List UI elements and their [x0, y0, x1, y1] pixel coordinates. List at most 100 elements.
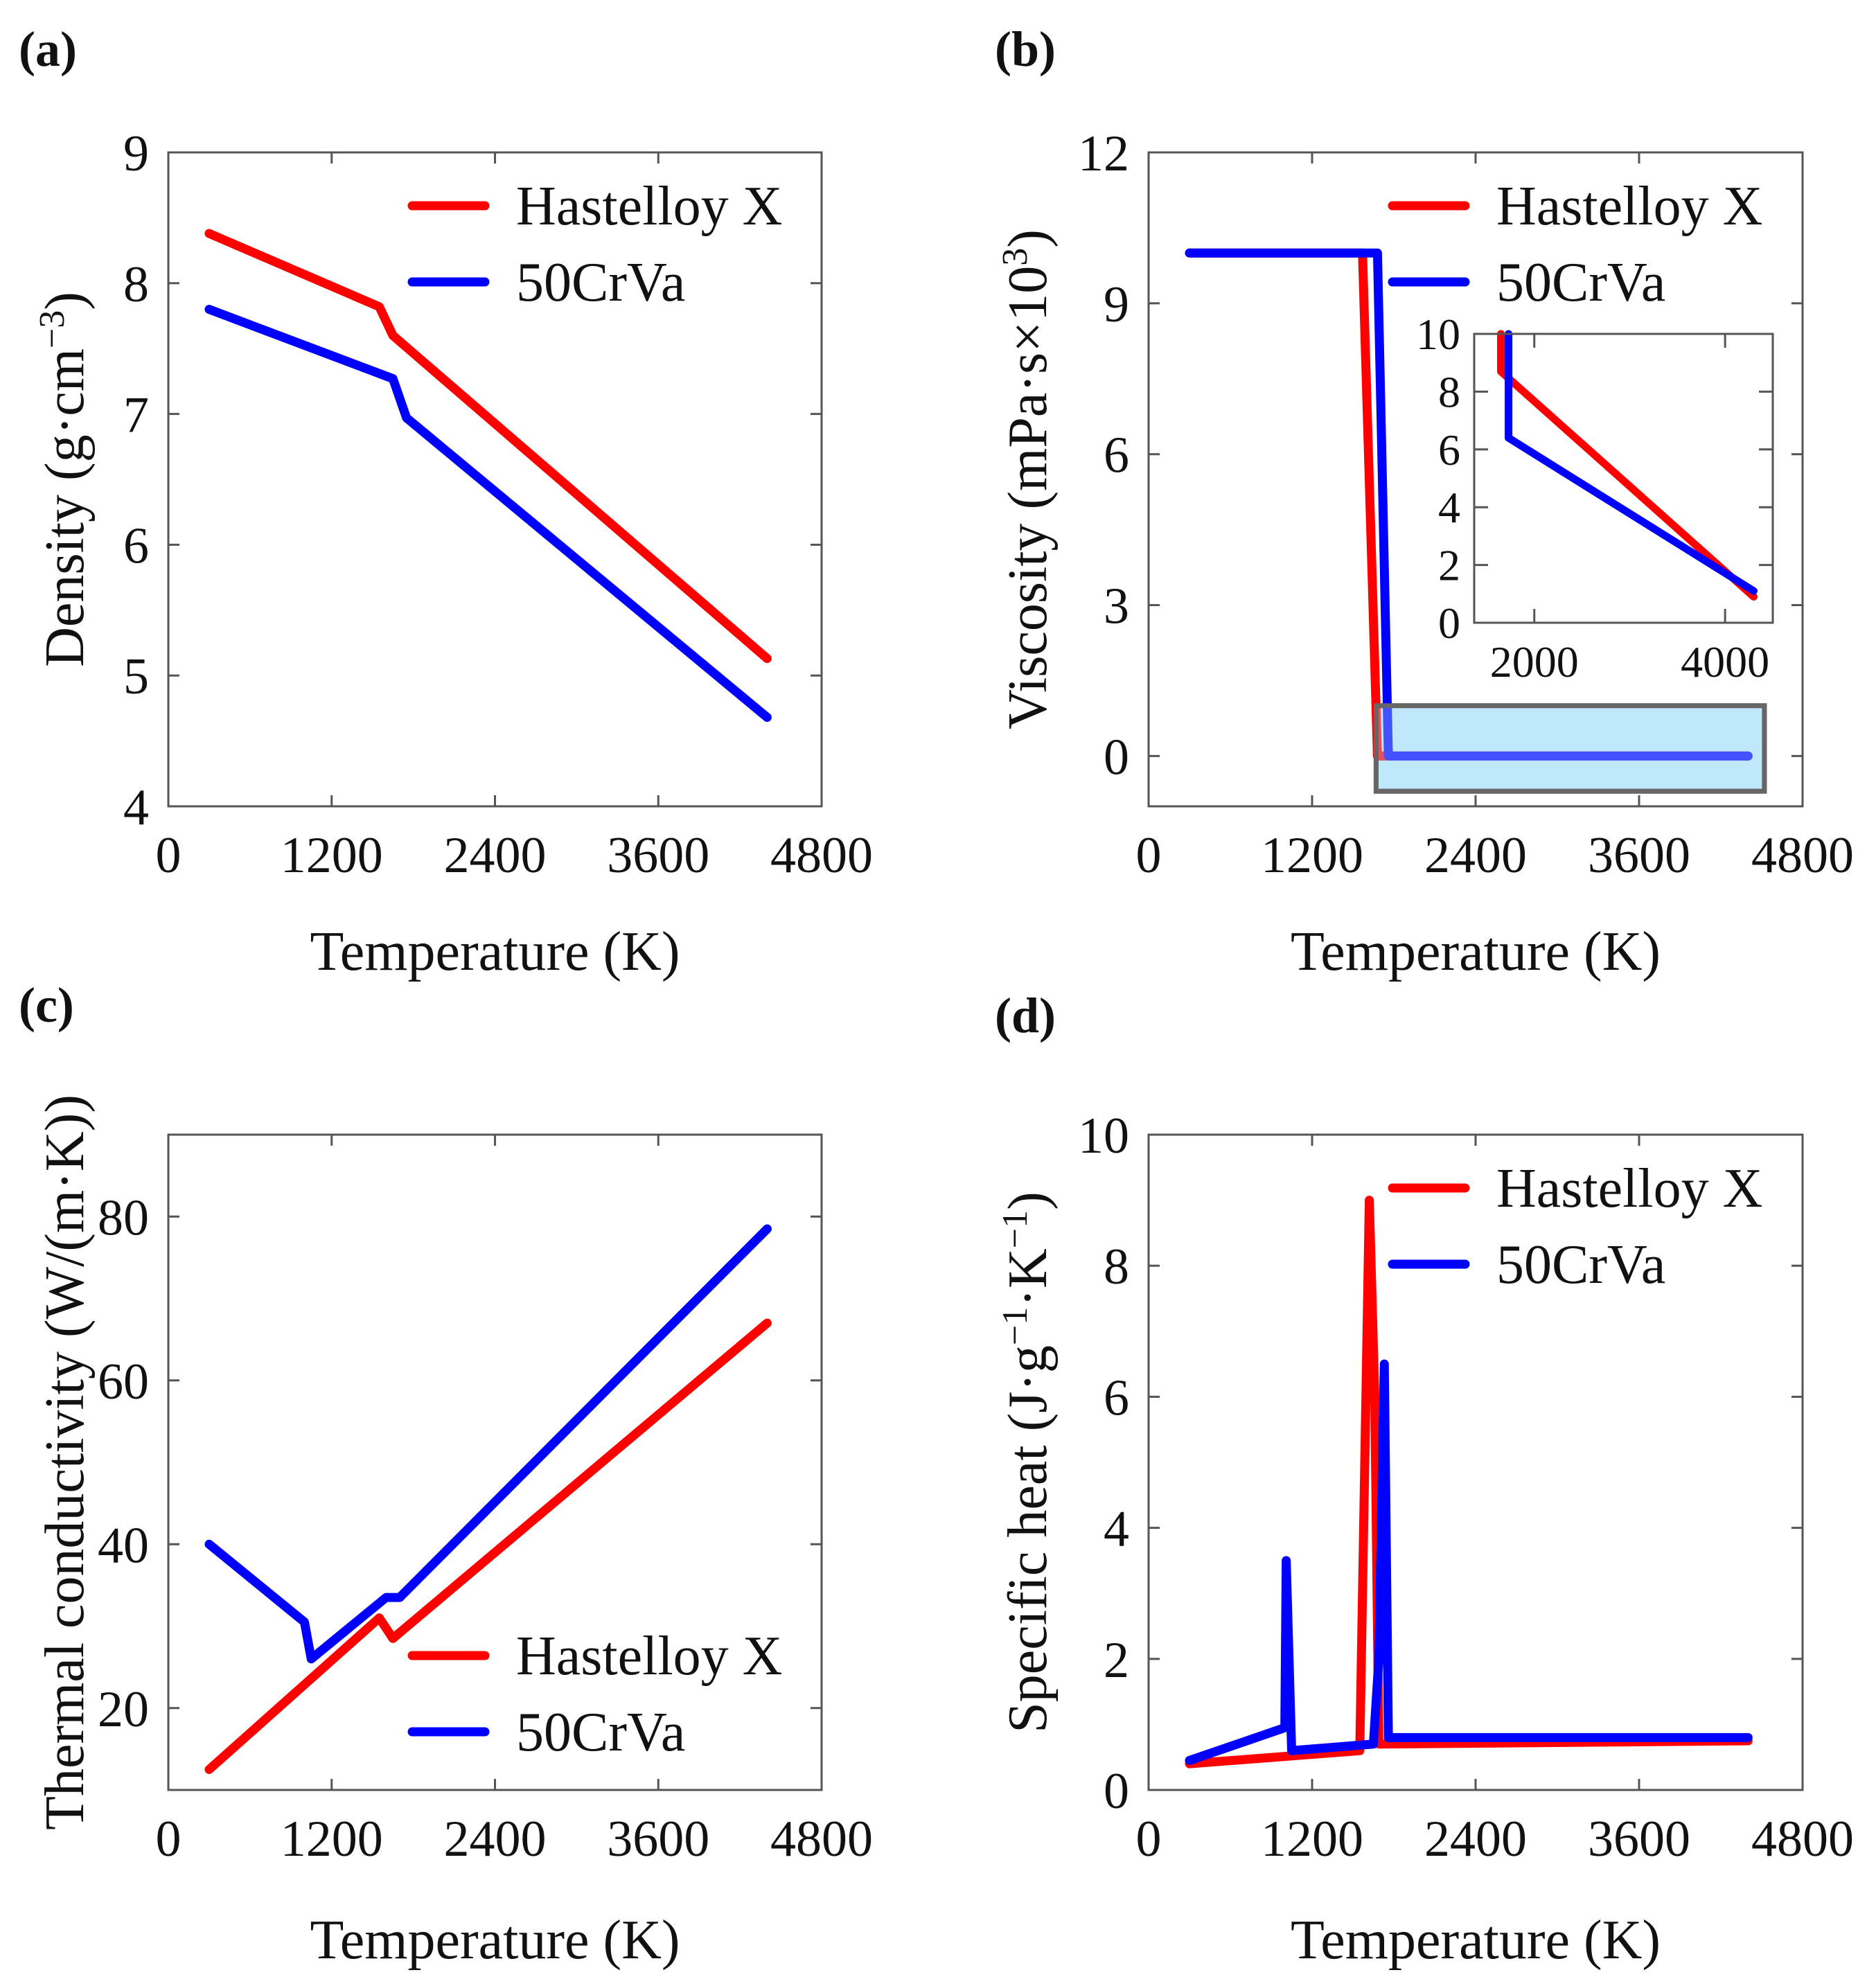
- inset-y-tick-label: 10: [1416, 310, 1460, 359]
- inset-series-line-50crva: [1505, 330, 1758, 595]
- x-tick-label: 4800: [1751, 1811, 1854, 1868]
- plot-frame: [1147, 1133, 1804, 1791]
- panel-label: (a): [19, 21, 77, 77]
- y-axis-label-text: ·K: [998, 1248, 1059, 1306]
- y-tick-label: 9: [1104, 276, 1129, 333]
- legend-label: 50CrVa: [516, 252, 685, 313]
- y-tick-label: 20: [98, 1681, 149, 1738]
- y-tick-label: 4: [1104, 1501, 1129, 1558]
- inset-y-tick-label: 4: [1438, 483, 1460, 532]
- y-axis-label-text: Viscosity (mPa·s×10: [998, 266, 1059, 729]
- series-line-50crva: [204, 305, 772, 722]
- panel-label: (b): [995, 21, 1056, 77]
- y-axis-label: Specific heat (J·g−1·K−1): [995, 1191, 1059, 1732]
- y-tick-label: 80: [98, 1189, 149, 1246]
- inset-x-tick-label: 2000: [1490, 637, 1579, 686]
- inset-x-tick-label: 4000: [1681, 637, 1769, 686]
- legend-label: Hastelloy X: [1496, 176, 1762, 237]
- y-tick-label: 6: [1104, 1369, 1129, 1426]
- x-tick-label: 2400: [1424, 1811, 1527, 1868]
- y-tick-label: 40: [98, 1517, 149, 1574]
- x-tick-label: 1200: [281, 1811, 383, 1868]
- y-axis-label-text: ): [998, 229, 1059, 248]
- x-tick-label: 0: [1136, 827, 1162, 884]
- x-tick-label: 3600: [1588, 827, 1690, 884]
- x-tick-label: 2400: [1424, 827, 1527, 884]
- inset-y-tick-label: 8: [1438, 367, 1460, 416]
- plot-frame: [167, 1133, 823, 1791]
- panel-b: (b) 0 1200 2400 3600 4800 0 3 6 9 12 Temperature (K…: [995, 21, 1854, 982]
- inset-y-tick-label: 6: [1438, 425, 1460, 475]
- y-axis-label-superscript: −3: [33, 310, 72, 348]
- y-axis-label-text: Thermal conductivity (W/(m·K)): [35, 1094, 96, 1830]
- inset-y-tick-label: 0: [1438, 599, 1460, 648]
- y-axis-label-superscript: 3: [995, 248, 1035, 266]
- legend-label: 50CrVa: [1496, 252, 1665, 313]
- legend-label: 50CrVa: [516, 1702, 685, 1763]
- x-tick-label: 2400: [444, 1811, 547, 1868]
- plot-frame: [167, 151, 823, 808]
- x-axis-label: Temperature (K): [1291, 921, 1661, 982]
- x-tick-label: 0: [156, 827, 182, 884]
- y-tick-label: 4: [123, 779, 149, 836]
- series-line-hastelloy-x: [1185, 1196, 1753, 1768]
- panel-label: (c): [19, 977, 74, 1033]
- x-axis-label: Temperature (K): [310, 1910, 680, 1971]
- y-tick-label: 8: [123, 256, 149, 313]
- y-axis-label: Thermal conductivity (W/(m·K)): [35, 1094, 96, 1830]
- panel-c: (c) 0 1200 2400 3600 4800 20 40 60 80 Temperature …: [19, 977, 873, 1971]
- x-axis-label: Temperature (K): [310, 921, 680, 982]
- x-tick-label: 0: [156, 1811, 182, 1868]
- y-axis-label: Density (g·cm−3): [33, 292, 96, 667]
- y-tick-label: 12: [1078, 125, 1129, 182]
- x-tick-label: 3600: [607, 827, 709, 884]
- panel-label: (d): [995, 988, 1056, 1043]
- x-axis-label: Temperature (K): [1291, 1910, 1661, 1971]
- inset-series-line-hastelloy-x: [1497, 330, 1758, 601]
- y-tick-label: 6: [123, 517, 149, 574]
- zoom-highlight-overlay: [1373, 703, 1767, 794]
- y-tick-label: 9: [123, 125, 149, 182]
- series-line-50crva: [204, 1224, 772, 1664]
- legend-label: Hastelloy X: [516, 1626, 782, 1687]
- y-axis-label-text: ): [35, 292, 96, 310]
- y-axis-label-text: Specific heat (J·g: [998, 1345, 1059, 1733]
- y-axis-label: Viscosity (mPa·s×103): [995, 229, 1059, 729]
- series-line-hastelloy-x: [204, 1318, 772, 1774]
- panel-d: (d) 0 1200 2400 3600 4800 0 2 4 6 8 10 Temperature (…: [995, 988, 1854, 1971]
- x-tick-label: 1200: [1261, 1811, 1363, 1868]
- y-tick-label: 8: [1104, 1239, 1129, 1295]
- x-tick-label: 3600: [607, 1811, 709, 1868]
- y-tick-label: 6: [1104, 427, 1129, 484]
- y-axis-label-text: Density (g·cm: [35, 348, 96, 667]
- x-tick-label: 1200: [1261, 827, 1363, 884]
- legend-label: 50CrVa: [1496, 1234, 1665, 1295]
- x-tick-label: 4800: [770, 1811, 873, 1868]
- y-axis-label-text: ): [998, 1191, 1059, 1210]
- x-tick-label: 0: [1136, 1811, 1162, 1868]
- y-axis-label-superscript: −1: [995, 1307, 1035, 1345]
- inset-chart: 2000 4000 0 2 4 6 8 10: [1416, 310, 1774, 686]
- x-tick-label: 3600: [1588, 1811, 1690, 1868]
- legend-label: Hastelloy X: [1496, 1158, 1762, 1219]
- y-tick-label: 60: [98, 1354, 149, 1410]
- x-tick-label: 4800: [1751, 827, 1854, 884]
- y-tick-label: 0: [1104, 729, 1129, 786]
- y-tick-label: 0: [1104, 1763, 1129, 1820]
- x-tick-label: 4800: [770, 827, 873, 884]
- x-tick-label: 2400: [444, 827, 547, 884]
- y-tick-label: 10: [1078, 1108, 1129, 1164]
- y-axis-label-superscript: −1: [995, 1210, 1035, 1248]
- y-tick-label: 2: [1104, 1632, 1129, 1689]
- y-tick-label: 3: [1104, 578, 1129, 635]
- series-line-hastelloy-x: [204, 229, 772, 664]
- series-line-50crva: [1185, 1359, 1753, 1765]
- y-tick-label: 7: [123, 387, 149, 444]
- x-tick-label: 1200: [281, 827, 383, 884]
- legend-label: Hastelloy X: [516, 176, 782, 237]
- inset-y-tick-label: 2: [1438, 541, 1460, 590]
- panel-a: (a) 0 1200 2400 3600 4800 4 5 6 7 8 9 Temperature (K…: [19, 21, 873, 982]
- series-line-50crva: [1185, 248, 1753, 761]
- inset-plot-frame: [1473, 333, 1774, 624]
- y-tick-label: 5: [123, 648, 149, 705]
